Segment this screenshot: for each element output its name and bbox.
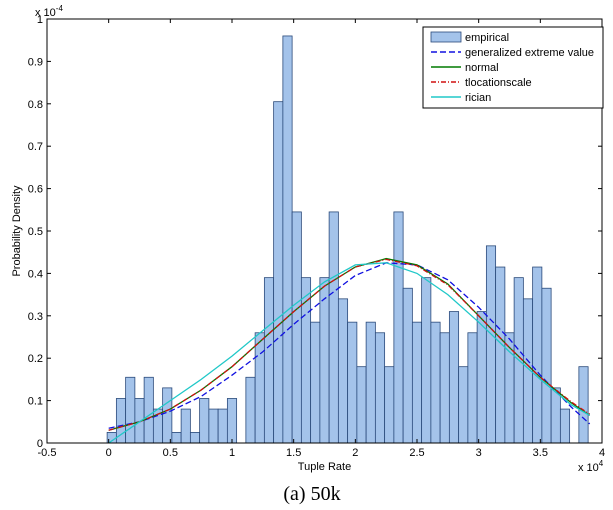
y-tick-label-8: 0.8 (28, 99, 43, 111)
bars-layer (106, 35, 589, 444)
histogram-bar-2 (125, 376, 136, 444)
histogram-bar-34 (421, 277, 432, 444)
x-tick-label-4: 1.5 (286, 447, 301, 459)
histogram-bar-15 (245, 376, 256, 444)
histogram-bar-12 (217, 408, 228, 444)
histogram-bar-40 (476, 311, 487, 444)
y-tick-label-7: 0.7 (28, 141, 43, 153)
x-axis-ticks: -0.5 0 0.5 1 1.5 2 2.5 3 3.5 4 (38, 19, 605, 459)
x-tick-label-7: 3 (476, 447, 482, 459)
histogram-bar-4 (143, 376, 154, 444)
histogram-bar-30 (384, 366, 395, 444)
histogram-bar-22 (310, 321, 321, 444)
histogram-bar-23 (319, 277, 330, 444)
y-tick-label-3: 0.3 (28, 311, 43, 323)
figure-caption: (a) 50k (283, 483, 340, 505)
x-tick-label-6: 2.5 (409, 447, 424, 459)
x-tick-label-3: 1 (229, 447, 235, 459)
histogram-bar-8 (180, 408, 191, 444)
legend-label-generalized-extreme-value: generalized extreme value (465, 47, 594, 59)
y-tick-label-5: 0.5 (28, 226, 43, 238)
series-line-rician (108, 262, 591, 444)
histogram-bar-51 (578, 366, 589, 444)
histogram-bar-48 (550, 387, 561, 444)
legend-label-tlocationscale: tlocationscale (465, 77, 532, 89)
x-tick-label-8: 3.5 (533, 447, 548, 459)
y-axis-multiplier: x 10-4 (35, 4, 63, 19)
histogram-bar-16 (254, 332, 265, 444)
series-line-generalized-extreme-value (108, 262, 591, 429)
legend: empirical generalized extreme value normal… (422, 26, 604, 109)
histogram-bar-18 (273, 101, 284, 444)
x-tick-label-0: -0.5 (38, 447, 57, 459)
legend-swatch-empirical (430, 31, 462, 43)
y-tick-label-9: 0.9 (28, 56, 43, 68)
y-axis-label: Probability Density (11, 185, 23, 277)
histogram-bar-20 (291, 211, 302, 444)
histogram-bar-27 (356, 366, 367, 444)
legend-label-normal: normal (465, 62, 499, 74)
histogram-bar-24 (328, 211, 339, 444)
y-tick-label-1: 0.1 (28, 396, 43, 408)
x-tick-label-9: 4 (599, 447, 605, 459)
legend-label-rician: rician (465, 92, 491, 104)
histogram-bar-25 (337, 298, 349, 444)
histogram-bar-47 (541, 287, 552, 444)
x-axis-multiplier: x 104 (578, 459, 604, 474)
histogram-bar-13 (226, 398, 238, 444)
histogram-bar-39 (467, 332, 478, 444)
y-tick-label-10: 1 (37, 14, 43, 26)
y-tick-label-2: 0.2 (28, 353, 43, 365)
histogram-bar-11 (208, 408, 219, 444)
histogram-bar-28 (365, 321, 376, 444)
histogram-bar-37 (448, 311, 460, 444)
histogram-bar-10 (199, 398, 210, 444)
histogram-bar-29 (374, 332, 386, 444)
histogram-bar-49 (559, 408, 571, 444)
histogram-bar-33 (411, 321, 423, 444)
histogram-bar-41 (485, 245, 497, 444)
y-tick-label-0: 0 (37, 438, 43, 450)
histogram-bar-7 (171, 431, 182, 444)
histogram-bar-31 (393, 211, 404, 444)
y-tick-label-4: 0.4 (28, 268, 43, 280)
histogram-bar-35 (430, 321, 441, 444)
histogram-bar-38 (458, 366, 469, 444)
y-tick-label-6: 0.6 (28, 184, 43, 196)
x-tick-label-2: 0.5 (163, 447, 178, 459)
legend-label-empirical: empirical (465, 32, 509, 44)
histogram-bar-36 (439, 332, 450, 444)
histogram-bar-19 (282, 35, 293, 444)
histogram-bar-9 (189, 431, 201, 444)
x-axis-label: Tuple Rate (298, 461, 351, 473)
x-tick-label-5: 2 (352, 447, 358, 459)
histogram-bar-42 (495, 266, 506, 444)
x-tick-label-1: 0 (106, 447, 112, 459)
histogram-bar-17 (263, 277, 275, 444)
histogram-bar-32 (402, 287, 413, 444)
histogram-bar-21 (300, 277, 312, 444)
y-axis-ticks: 0 0.1 0.2 0.3 0.4 0.5 0.6 0.7 0.8 0.9 1 (28, 14, 602, 450)
histogram-bar-46 (532, 266, 543, 444)
histogram-bar-6 (162, 387, 173, 444)
histogram-bar-26 (347, 321, 358, 444)
lines-layer (108, 257, 591, 444)
series-line-tlocationscale (108, 258, 591, 431)
